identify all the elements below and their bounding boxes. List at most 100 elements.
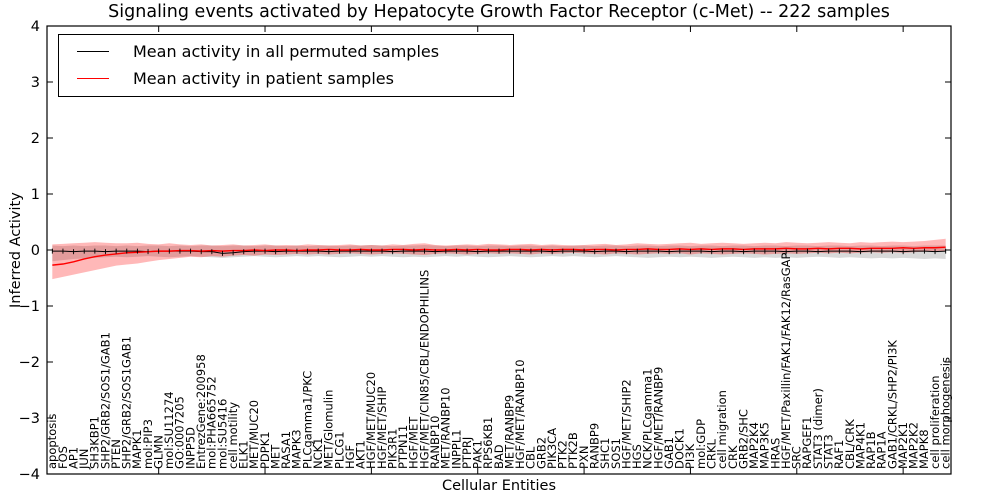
x-tick-label: PIK3CA: [545, 428, 559, 469]
y-tick-label: 3: [31, 75, 40, 91]
x-tick-label: cell proliferation: [928, 375, 942, 469]
x-tick-label: PTEN: [109, 439, 123, 469]
x-tick-label: AKT1: [354, 440, 368, 469]
x-tick-label: cell morphogenesis: [938, 357, 952, 469]
x-tick-label: HGF/MET/RANBP10: [513, 359, 527, 469]
x-tick-label: MAP2K4: [747, 422, 761, 469]
x-tick-label: PLCgamma1/PKC: [300, 371, 314, 469]
x-tick-label: MAPK1: [130, 429, 144, 469]
x-tick-label: STAT3: [821, 434, 835, 469]
x-tick-label: GRB2: [534, 437, 548, 469]
x-tick-label: HGF/MET/Paxillin/FAK1/FAK12/RasGAP: [779, 252, 793, 469]
x-tick-label: INPPL1: [449, 429, 463, 469]
x-tick-label: MET/MUC20: [247, 400, 261, 469]
x-tick-label: cell migration: [715, 390, 729, 469]
x-tick-label: BAD: [492, 444, 506, 469]
y-axis-label: Inferred Activity: [8, 192, 24, 308]
legend-item-permuted: Mean activity in all permuted samples: [59, 38, 513, 65]
patient-std-band: [52, 238, 946, 280]
x-tick-label: SHP2/GRB2/SOS1GAB1: [120, 336, 134, 469]
x-tick-label: FOS: [56, 446, 70, 469]
x-tick-label: MAPK8: [917, 429, 931, 469]
x-tick-label: RAF1: [832, 440, 846, 469]
x-tick-label: SOS1: [609, 438, 623, 469]
x-tick-label: RASA1: [279, 431, 293, 469]
x-tick-label: JUN: [77, 449, 91, 470]
x-tick-label: RAP1B: [864, 431, 878, 469]
x-tick-label: EntrezGene:200958: [194, 354, 208, 469]
x-tick-label: cell motility: [226, 402, 240, 469]
x-tick-label: mol:SU5416: [215, 399, 229, 469]
x-tick-label: PIK3R1: [385, 429, 399, 470]
x-tick-label: RAP1A: [875, 431, 889, 469]
legend-box: Mean activity in all permuted samples Me…: [58, 34, 514, 97]
x-tick-label: RANBP10: [428, 416, 442, 469]
x-tick-label: HGS: [630, 444, 644, 469]
x-tick-label: SRC: [790, 446, 804, 469]
x-tick-label: MAPK3: [290, 429, 304, 469]
x-tick-label: HGF/MET/SHIP: [375, 387, 389, 469]
patient-line-sample: [77, 78, 109, 79]
x-tick-label: PTPRJ: [460, 437, 474, 469]
x-tick-label: MET/RANBP10: [439, 387, 453, 469]
x-tick-label: CBL/CRK: [843, 419, 857, 469]
x-tick-label: HGF/MET/CIN85/CBL/ENDOPHILINS: [417, 270, 431, 469]
x-tick-label: MET/Glomulin: [322, 390, 336, 469]
x-tick-label: mol:PHA665752: [205, 376, 219, 469]
x-tick-label: PXN: [577, 446, 591, 469]
chart-title: Signaling events activated by Hepatocyte…: [108, 2, 890, 22]
x-tick-label: MAP2K1: [896, 422, 910, 469]
y-tick-label: −4: [19, 467, 40, 483]
x-tick-label: PTK2B: [566, 432, 580, 469]
x-tick-label: CBL: [524, 446, 538, 469]
y-tick-label: 1: [31, 187, 40, 203]
x-tick-label: PAK1: [471, 440, 485, 469]
y-tick-label: −2: [19, 355, 40, 371]
x-tick-label: MET: [268, 444, 282, 469]
y-tick-label: 2: [31, 131, 40, 147]
x-tick-label: GLMN: [151, 435, 165, 469]
x-tick-label: MAP2K2: [907, 422, 921, 469]
x-tick-label: CRKL: [705, 438, 719, 469]
legend-label-patient: Mean activity in patient samples: [133, 69, 394, 88]
y-tick-label: −3: [19, 411, 40, 427]
x-tick-label: STAT3 (dimer): [811, 388, 825, 469]
permuted-line-sample: [77, 51, 109, 52]
x-tick-label: RPS6KB1: [481, 417, 495, 469]
x-tick-label: RAPGEF1: [800, 417, 814, 469]
x-tick-label: PI3K: [683, 443, 697, 469]
x-tick-label: GRB2/SHC: [736, 409, 750, 469]
x-axis-label: Cellular Entities: [441, 478, 557, 494]
x-tick-label: SHC1: [598, 438, 612, 469]
x-tick-label: SHP2/GRB2/SOS1/GAB1: [98, 332, 112, 469]
x-tick-label: DOCK1: [673, 428, 687, 469]
x-tick-label: GO:0007205: [173, 396, 187, 469]
x-tick-label: SH3KBP1: [88, 416, 102, 469]
x-tick-label: HGF/MET/RANBP9: [651, 367, 665, 469]
x-tick-label: mol:SU11274: [162, 391, 176, 469]
x-tick-label: INPP5D: [183, 427, 197, 469]
x-tick-label: HGF/MET: [407, 416, 421, 469]
x-tick-label: CRK: [726, 445, 740, 469]
x-tick-label: mol:GDP: [694, 419, 708, 469]
x-tick-label: AP1: [66, 447, 80, 469]
x-tick-label: MAP3K5: [758, 422, 772, 469]
x-tick-label: MET/RANBP9: [502, 395, 516, 469]
x-tick-label: HRAS: [768, 438, 782, 469]
y-tick-label: −1: [19, 299, 40, 315]
x-tick-label: HGF/MET/MUC20: [364, 372, 378, 469]
legend-item-patient: Mean activity in patient samples: [59, 65, 513, 92]
x-tick-label: HGF: [343, 445, 357, 469]
x-tick-label: GAB1/CRKL/SHP2/PI3K: [885, 340, 899, 469]
legend-label-permuted: Mean activity in all permuted samples: [133, 42, 440, 61]
x-tick-label: mol:PIP3: [141, 419, 155, 469]
x-tick-label: NCK/PLCgamma1: [641, 368, 655, 469]
y-tick-label: 4: [31, 19, 40, 35]
y-tick-label: 0: [31, 243, 40, 259]
x-tick-label: PLCG1: [332, 431, 346, 469]
x-tick-label: ELK1: [237, 440, 251, 469]
x-tick-label: GAB1: [662, 437, 676, 469]
x-tick-label: MAP4K1: [853, 422, 867, 469]
x-tick-label: NCK1: [311, 438, 325, 470]
